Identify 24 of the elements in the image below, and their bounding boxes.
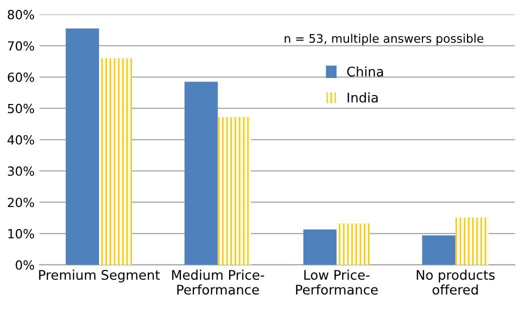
x-tick-label: Medium Price- Performance bbox=[172, 270, 264, 295]
x-tick-label: No products offered bbox=[416, 270, 495, 295]
y-tick-label: 30% bbox=[8, 166, 34, 176]
y-tick-label: 10% bbox=[8, 229, 34, 238]
y-tick-label: 40% bbox=[8, 135, 34, 145]
x-tick-label: Low Price- Performance bbox=[296, 270, 378, 295]
y-tick-label: 80% bbox=[8, 10, 34, 20]
legend-label: India bbox=[348, 92, 378, 103]
bar bbox=[336, 224, 370, 265]
y-tick-label: 60% bbox=[8, 72, 34, 82]
bar bbox=[184, 82, 218, 265]
x-tick-label: Premium Segment bbox=[39, 270, 160, 282]
bar bbox=[303, 229, 337, 265]
y-tick-label: 50% bbox=[8, 104, 34, 114]
y-tick-label: 0% bbox=[16, 260, 34, 270]
bar bbox=[66, 28, 99, 265]
bar bbox=[422, 235, 456, 265]
y-tick-label: 20% bbox=[8, 198, 34, 208]
annotation: n = 53, multiple answers possible bbox=[284, 34, 484, 46]
legend-label: China bbox=[347, 66, 383, 77]
bar bbox=[218, 117, 252, 265]
bar bbox=[455, 218, 489, 265]
y-tick-label: 70% bbox=[8, 41, 34, 51]
bar bbox=[99, 58, 132, 265]
